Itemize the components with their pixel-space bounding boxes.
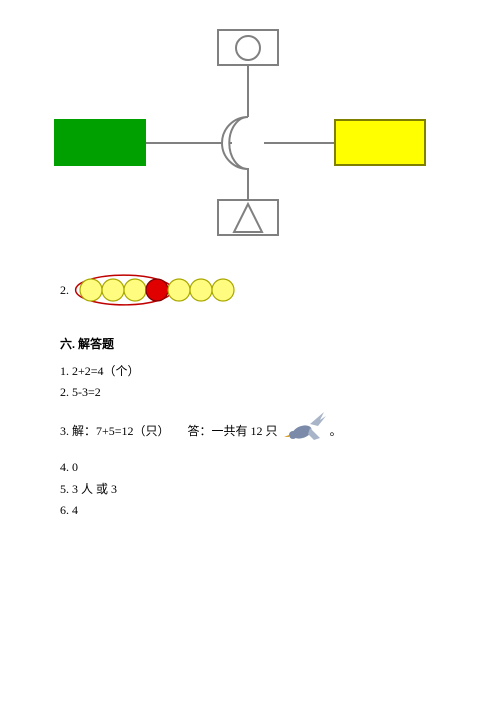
circle-item [102, 279, 124, 301]
circle-item [146, 279, 168, 301]
section-title: 六. 解答题 [60, 335, 500, 352]
circle-item [212, 279, 234, 301]
answer-4: 4. 0 [60, 458, 500, 477]
question-2: 2. [60, 270, 500, 310]
answer-3-prefix: 3. 解：7+5=12（只） [60, 422, 170, 439]
diagram-svg [0, 0, 500, 260]
left-rectangle [55, 120, 145, 165]
content-area: 2. 六. 解答题 1. 2+2=4（个） 2. 5-3=2 3. 解：7+5=… [0, 260, 500, 520]
bottom-triangle-icon [234, 204, 262, 232]
q2-label: 2. [60, 283, 69, 298]
top-circle-icon [236, 36, 260, 60]
answer-3: 3. 解：7+5=12（只） 答：一共有 12 只 。 [60, 410, 500, 450]
circles-row [73, 270, 263, 310]
bird-icon [280, 410, 328, 450]
answer-5: 5. 3 人 或 3 [60, 480, 500, 499]
cross-diagram [0, 0, 500, 260]
answer-3-suffix: 。 [330, 422, 342, 439]
right-rectangle [335, 120, 425, 165]
answer-3-mid: 答：一共有 12 只 [188, 422, 278, 439]
circle-item [80, 279, 102, 301]
circle-item [168, 279, 190, 301]
answer-1: 1. 2+2=4（个） [60, 362, 500, 381]
circle-item [124, 279, 146, 301]
circle-item [190, 279, 212, 301]
answer-6: 6. 4 [60, 501, 500, 520]
crescent-icon [222, 117, 248, 169]
answer-2: 2. 5-3=2 [60, 383, 500, 402]
